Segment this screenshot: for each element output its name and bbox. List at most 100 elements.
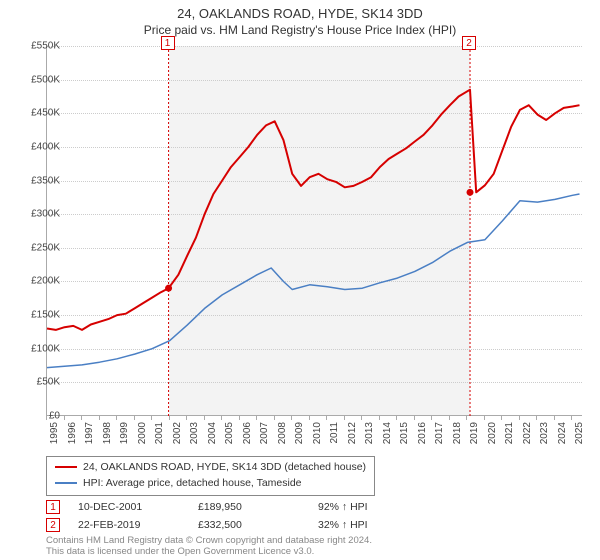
y-tick-label: £500K	[16, 74, 60, 85]
x-tick	[536, 416, 537, 420]
x-tick	[169, 416, 170, 420]
series-price_paid	[47, 90, 580, 330]
x-tick	[361, 416, 362, 420]
plot-area	[46, 46, 582, 416]
x-tick-label: 2023	[539, 422, 550, 450]
x-tick	[46, 416, 47, 420]
x-tick-label: 2015	[399, 422, 410, 450]
x-tick-label: 2008	[277, 422, 288, 450]
x-tick-label: 2017	[434, 422, 445, 450]
chart-container: 24, OAKLANDS ROAD, HYDE, SK14 3DD Price …	[0, 0, 600, 560]
chart-title: 24, OAKLANDS ROAD, HYDE, SK14 3DD	[0, 0, 600, 23]
sale-marker-box: 1	[161, 36, 175, 50]
x-tick-label: 2006	[242, 422, 253, 450]
x-tick-label: 2009	[294, 422, 305, 450]
x-tick	[99, 416, 100, 420]
sale-num-box: 1	[46, 500, 60, 514]
sale-vs-hpi: 92% ↑ HPI	[318, 501, 378, 513]
y-tick-label: £200K	[16, 276, 60, 287]
x-tick-label: 2010	[312, 422, 323, 450]
legend-label: 24, OAKLANDS ROAD, HYDE, SK14 3DD (detac…	[83, 461, 366, 473]
x-tick	[484, 416, 485, 420]
y-tick-label: £250K	[16, 242, 60, 253]
x-tick	[151, 416, 152, 420]
chart-subtitle: Price paid vs. HM Land Registry's House …	[0, 23, 600, 41]
x-tick	[221, 416, 222, 420]
x-tick-label: 1995	[49, 422, 60, 450]
x-tick-label: 1998	[102, 422, 113, 450]
x-tick	[571, 416, 572, 420]
sale-num-box: 2	[46, 518, 60, 532]
sale-point	[467, 189, 474, 196]
x-tick-label: 1999	[119, 422, 130, 450]
sale-row: 1 10-DEC-2001£189,95092% ↑ HPI	[46, 498, 378, 516]
x-tick-label: 2005	[224, 422, 235, 450]
legend-swatch	[55, 482, 77, 484]
x-tick-label: 2000	[137, 422, 148, 450]
x-tick	[116, 416, 117, 420]
chart-svg	[47, 46, 583, 416]
y-tick-label: £150K	[16, 310, 60, 321]
y-tick-label: £400K	[16, 141, 60, 152]
sale-marker-box: 2	[462, 36, 476, 50]
x-tick	[396, 416, 397, 420]
x-tick-label: 2021	[504, 422, 515, 450]
x-tick	[519, 416, 520, 420]
legend-item: HPI: Average price, detached house, Tame…	[55, 476, 366, 492]
y-tick-label: £0	[16, 411, 60, 422]
x-tick	[81, 416, 82, 420]
x-tick	[274, 416, 275, 420]
x-tick	[326, 416, 327, 420]
x-tick	[379, 416, 380, 420]
y-tick-label: £300K	[16, 209, 60, 220]
x-tick-label: 2011	[329, 422, 340, 450]
legend-item: 24, OAKLANDS ROAD, HYDE, SK14 3DD (detac…	[55, 460, 366, 476]
y-tick-label: £100K	[16, 343, 60, 354]
x-tick-label: 2003	[189, 422, 200, 450]
y-tick-label: £350K	[16, 175, 60, 186]
x-tick-label: 2014	[382, 422, 393, 450]
x-tick	[431, 416, 432, 420]
x-tick-label: 2016	[417, 422, 428, 450]
sale-date: 10-DEC-2001	[78, 501, 198, 513]
legend-label: HPI: Average price, detached house, Tame…	[83, 477, 302, 489]
sales-table: 110-DEC-2001£189,95092% ↑ HPI222-FEB-201…	[46, 498, 378, 534]
x-tick-label: 2012	[347, 422, 358, 450]
x-tick	[239, 416, 240, 420]
x-tick-label: 1997	[84, 422, 95, 450]
x-tick	[449, 416, 450, 420]
x-tick	[414, 416, 415, 420]
x-tick-label: 2025	[574, 422, 585, 450]
x-tick	[466, 416, 467, 420]
series-hpi	[47, 194, 580, 368]
sale-price: £189,950	[198, 501, 318, 513]
x-tick-label: 2004	[207, 422, 218, 450]
x-tick	[344, 416, 345, 420]
x-tick-label: 2020	[487, 422, 498, 450]
x-tick	[501, 416, 502, 420]
sale-vs-hpi: 32% ↑ HPI	[318, 519, 378, 531]
x-tick	[309, 416, 310, 420]
x-tick-label: 2013	[364, 422, 375, 450]
y-tick-label: £50K	[16, 377, 60, 388]
x-tick-label: 2001	[154, 422, 165, 450]
footer-line2: This data is licensed under the Open Gov…	[46, 546, 314, 557]
footer-attribution: Contains HM Land Registry data © Crown c…	[46, 536, 372, 558]
x-tick	[256, 416, 257, 420]
x-tick	[134, 416, 135, 420]
sale-price: £332,500	[198, 519, 318, 531]
x-tick	[186, 416, 187, 420]
x-tick	[291, 416, 292, 420]
x-tick-label: 1996	[67, 422, 78, 450]
x-tick-label: 2019	[469, 422, 480, 450]
x-tick-label: 2002	[172, 422, 183, 450]
sale-point	[165, 285, 172, 292]
x-tick-label: 2022	[522, 422, 533, 450]
footer-line1: Contains HM Land Registry data © Crown c…	[46, 535, 372, 546]
y-tick-label: £550K	[16, 41, 60, 52]
x-tick-label: 2007	[259, 422, 270, 450]
y-tick-label: £450K	[16, 108, 60, 119]
legend-swatch	[55, 466, 77, 468]
x-tick-label: 2024	[557, 422, 568, 450]
x-tick-label: 2018	[452, 422, 463, 450]
